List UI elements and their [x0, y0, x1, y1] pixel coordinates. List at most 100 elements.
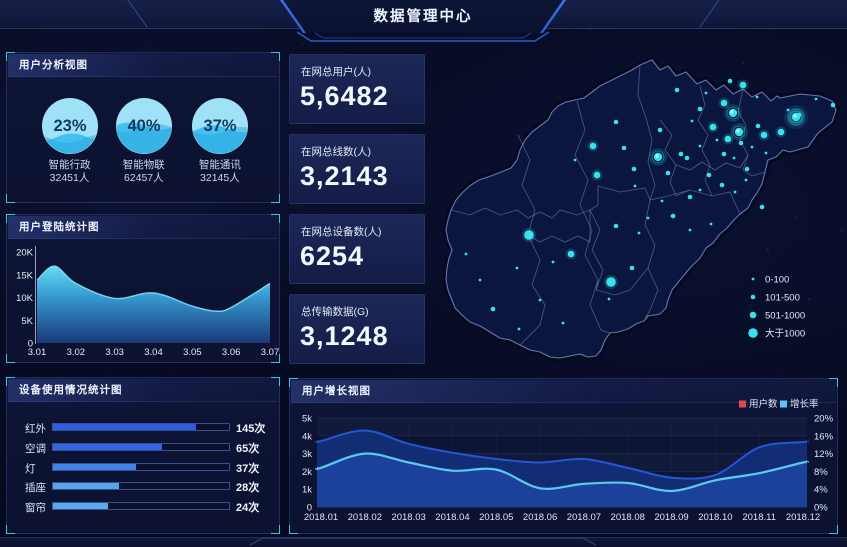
map-scatter-dot[interactable] [665, 170, 671, 176]
stat-card: 总传输数据(G) 3,1248 [289, 294, 425, 364]
bar-row[interactable]: 红外 145次 [7, 420, 279, 435]
map-scatter-dot[interactable] [515, 266, 519, 270]
map-scatter-dot[interactable] [721, 151, 727, 157]
stat-card: 在网总线数(人) 3,2143 [289, 134, 425, 204]
map-scatter-dot[interactable] [688, 228, 692, 232]
map-scatter-dot[interactable] [464, 252, 468, 256]
map-scatter-dot[interactable] [796, 112, 802, 118]
growth-series-line [315, 452, 809, 493]
bar-row[interactable]: 插座 28次 [7, 479, 279, 494]
map-scatter-dot[interactable] [814, 97, 818, 101]
map-legend-dot-icon [750, 294, 756, 300]
map-scatter-dot[interactable] [759, 204, 765, 210]
map-scatter-dot[interactable] [830, 102, 836, 108]
map-scatter-dot[interactable] [573, 158, 577, 162]
map-scatter-dot[interactable] [607, 297, 611, 301]
map-scatter-dot[interactable] [678, 151, 684, 157]
corner-icon [829, 378, 838, 387]
legend-growth-swatch-icon[interactable] [780, 400, 787, 408]
bar-track [52, 482, 230, 491]
stat-label: 在网总线数(人) [301, 146, 371, 158]
bar-fill [53, 463, 136, 470]
liquid-gauge[interactable]: 40% 智能物联 62457人 [99, 97, 189, 185]
x-tick-label: 2018.03 [391, 512, 425, 523]
map-scatter-dot[interactable] [750, 145, 754, 149]
map-scatter-dot[interactable] [538, 298, 542, 302]
map-scatter-dot[interactable] [684, 155, 690, 161]
gauge-count: 32451人 [49, 172, 90, 184]
corner-icon [271, 354, 280, 363]
region-map[interactable]: 0-100 101-500 501-1000 大于1000 [430, 45, 847, 378]
map-scatter-dot[interactable] [744, 166, 750, 172]
map-scatter-dot[interactable] [744, 178, 748, 182]
map-scatter-dot[interactable] [593, 171, 601, 179]
map-scatter-dot[interactable] [720, 99, 728, 107]
legend-users-swatch-icon[interactable] [739, 400, 746, 408]
map-scatter-dot[interactable] [551, 260, 555, 264]
left-tick-label: 1k [302, 485, 312, 496]
map-scatter-dot[interactable] [709, 123, 717, 131]
map-scatter-dot[interactable] [637, 231, 641, 235]
map-scatter-dot[interactable] [755, 123, 761, 129]
bar-category: 窗帘 [25, 502, 46, 515]
map-scatter-dot[interactable] [589, 142, 597, 150]
map-legend-dot-icon [749, 311, 757, 319]
gauge-category: 智能通讯 [198, 159, 241, 171]
map-scatter-dot[interactable] [777, 128, 785, 136]
liquid-gauge[interactable]: 23% 智能行政 32451人 [25, 97, 115, 185]
map-scatter-dot[interactable] [738, 140, 744, 146]
map-scatter-dot[interactable] [613, 119, 619, 125]
map-scatter-dot[interactable] [704, 91, 708, 95]
map-scatter-dot[interactable] [670, 213, 676, 219]
login-area-chart[interactable]: 0 5K 10K 15K 20K 3.01 3.02 3.03 3.04 3.05 3.06 3.07 [7, 215, 279, 362]
bar-category: 空调 [25, 442, 46, 455]
map-scatter-dot[interactable] [687, 194, 693, 200]
map-scatter-dot[interactable] [709, 222, 713, 226]
map-scatter-dot[interactable] [567, 250, 575, 258]
map-scatter-dot[interactable] [698, 188, 702, 192]
map-scatter-dot[interactable] [715, 138, 719, 142]
bar-category: 红外 [25, 423, 46, 435]
corner-icon [6, 52, 15, 61]
legend-users[interactable]: 用户数 [749, 398, 778, 410]
map-scatter-dot[interactable] [657, 127, 663, 133]
map-scatter-dot[interactable] [698, 144, 702, 148]
map-scatter-dot[interactable] [724, 135, 732, 143]
map-scatter-dot[interactable] [631, 166, 637, 172]
map-scatter-dot[interactable] [524, 230, 534, 240]
map-scatter-dot[interactable] [732, 156, 736, 160]
gauge-count: 32145人 [200, 172, 240, 184]
map-scatter-dot[interactable] [733, 190, 737, 194]
map-scatter-dot[interactable] [629, 265, 635, 271]
map-scatter-dot[interactable] [690, 119, 694, 123]
map-scatter-dot[interactable] [719, 182, 725, 188]
map-scatter-dot[interactable] [760, 131, 768, 139]
map-scatter-dot[interactable] [478, 278, 482, 282]
map-scatter-dot[interactable] [755, 95, 759, 99]
bar-row[interactable]: 窗帘 24次 [7, 499, 279, 515]
map-scatter-dot[interactable] [633, 184, 637, 188]
map-scatter-dot[interactable] [674, 87, 680, 93]
map-scatter-dot[interactable] [646, 216, 650, 220]
map-scatter-dot[interactable] [490, 306, 496, 312]
growth-series-area [316, 453, 808, 507]
map-scatter-dot[interactable] [706, 172, 712, 178]
map-scatter-dot[interactable] [786, 108, 790, 112]
map-scatter-dot[interactable] [613, 223, 619, 229]
map-scatter-dot[interactable] [606, 277, 616, 287]
map-scatter-dot[interactable] [727, 78, 733, 84]
map-scatter-dot[interactable] [621, 145, 627, 151]
map-scatter-dot[interactable] [561, 321, 565, 325]
liquid-gauge[interactable]: 37% 智能通讯 32145人 [175, 97, 265, 185]
footer-decor [249, 537, 597, 546]
bar-row[interactable]: 灯 37次 [7, 460, 279, 475]
user-growth-chart[interactable]: 0 0% 1k 4% 2k 8% 3k 12% 4k 16% 5k 20% 2018.01 2018.02… [290, 379, 837, 533]
x-tick-label: 2018.09 [654, 512, 688, 523]
legend-growth[interactable]: 增长率 [790, 398, 819, 410]
map-scatter-dot[interactable] [660, 199, 664, 203]
map-scatter-dot[interactable] [764, 151, 768, 155]
map-scatter-dot[interactable] [517, 327, 521, 331]
bar-row[interactable]: 空调 65次 [7, 440, 279, 455]
map-scatter-dot[interactable] [697, 106, 703, 112]
map-scatter-dot[interactable] [739, 81, 747, 89]
